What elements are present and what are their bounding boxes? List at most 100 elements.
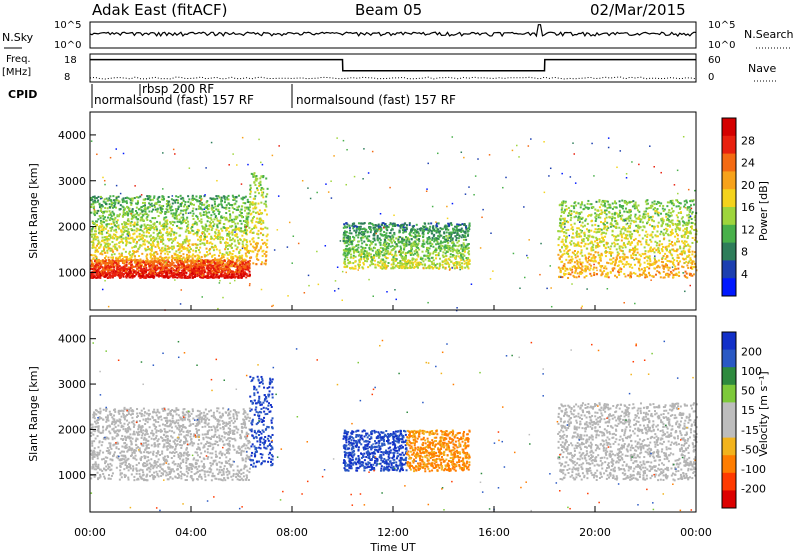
power-pixel	[405, 236, 407, 238]
power-pixel	[174, 239, 176, 241]
power-pixel	[629, 231, 631, 233]
power-pixel	[99, 215, 101, 217]
power-pixel	[96, 245, 98, 247]
power-pixel	[265, 196, 267, 198]
power-pixel	[98, 230, 100, 232]
power-pixel	[226, 268, 228, 270]
power-pixel	[99, 232, 101, 234]
power-pixel	[374, 231, 376, 233]
power-pixel	[256, 178, 258, 180]
power-pixel	[468, 253, 470, 255]
power-pixel	[221, 206, 223, 208]
power-pixel	[224, 201, 226, 203]
power-pixel	[241, 235, 243, 237]
power-pixel	[192, 210, 194, 212]
power-pixel	[417, 247, 419, 249]
power-pixel	[220, 228, 222, 230]
power-pixel	[262, 255, 264, 257]
power-pixel	[215, 205, 217, 207]
power-pixel	[114, 224, 116, 226]
power-pixel	[91, 231, 93, 233]
power-pixel	[134, 214, 136, 216]
power-pixel	[345, 222, 347, 224]
power-pixel	[406, 224, 408, 226]
power-pixel	[403, 266, 405, 268]
power-pixel	[151, 217, 153, 219]
power-pixel	[443, 231, 445, 233]
power-pixel	[126, 264, 128, 266]
power-pixel	[459, 266, 461, 268]
power-pixel	[118, 253, 120, 255]
power-pixel	[416, 258, 418, 260]
power-pixel	[136, 207, 138, 209]
power-pixel	[214, 235, 216, 237]
power-pixel	[431, 261, 433, 263]
power-pixel	[436, 267, 438, 269]
power-pixel	[395, 255, 397, 257]
power-pixel	[352, 227, 354, 229]
power-pixel	[260, 232, 262, 234]
power-pixel	[154, 239, 156, 241]
power-pixel	[429, 226, 431, 228]
power-pixel	[645, 231, 647, 233]
power-pixel	[207, 259, 209, 261]
power-pixel	[467, 235, 469, 237]
power-pixel	[187, 221, 189, 223]
power-pixel	[573, 242, 575, 244]
power-pixel	[638, 240, 640, 242]
power-pixel	[109, 195, 111, 197]
power-pixel	[260, 223, 262, 225]
power-pixel	[217, 195, 219, 197]
power-pixel	[231, 276, 233, 278]
power-pixel	[381, 224, 383, 226]
power-pixel	[187, 240, 189, 242]
power-pixel	[173, 234, 175, 236]
power-pixel	[232, 238, 234, 240]
power-pixel	[250, 213, 252, 215]
power-pixel	[207, 220, 209, 222]
power-pixel	[354, 265, 356, 267]
power-pixel	[97, 251, 99, 253]
power-pixel	[159, 272, 161, 274]
power-pixel	[230, 255, 232, 257]
power-pixel	[103, 211, 105, 213]
power-pixel	[420, 258, 422, 260]
nave-line	[90, 77, 696, 79]
power-pixel	[249, 196, 251, 198]
power-pixel	[380, 253, 382, 255]
power-pixel	[173, 272, 175, 274]
power-pixel	[440, 247, 442, 249]
power-pixel	[644, 246, 646, 248]
power-pixel	[398, 238, 400, 240]
power-pixel	[343, 234, 345, 236]
power-pixel	[445, 228, 447, 230]
power-pixel	[150, 257, 152, 259]
power-pixel	[103, 218, 105, 220]
power-pixel	[187, 195, 189, 197]
power-pixel	[111, 254, 113, 256]
power-pixel	[417, 228, 419, 230]
power-pixel	[343, 232, 345, 234]
power-pixel	[102, 273, 104, 275]
power-pixel	[456, 225, 458, 227]
power-pixel	[138, 270, 140, 272]
power-pixel	[189, 276, 191, 278]
power-pixel	[209, 197, 211, 199]
power-pixel	[375, 255, 377, 257]
power-pixel	[164, 249, 166, 251]
power-pixel	[442, 228, 444, 230]
power-pixel	[168, 196, 170, 198]
power-pixel	[381, 251, 383, 253]
power-pixel	[228, 207, 230, 209]
power-pixel	[261, 194, 263, 196]
power-pixel	[349, 249, 351, 251]
freq-right-tick-top: 60	[708, 55, 721, 66]
power-pixel	[363, 258, 365, 260]
power-pixel	[363, 253, 365, 255]
power-pixel	[422, 235, 424, 237]
power-pixel	[360, 258, 362, 260]
power-pixel	[164, 263, 166, 265]
power-pixel	[245, 276, 247, 278]
power-pixel	[255, 263, 257, 265]
power-pixel	[238, 275, 240, 277]
